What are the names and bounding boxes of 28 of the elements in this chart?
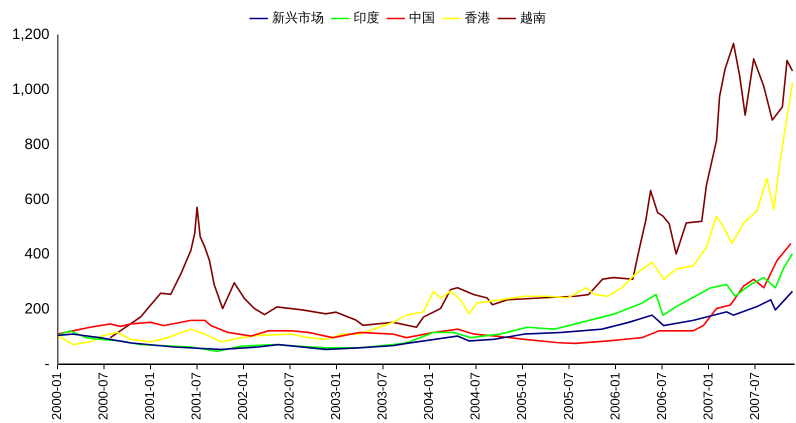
x-tick-label: 2005-07 (560, 372, 576, 420)
legend-label: 印度 (353, 10, 380, 26)
legend-label: 越南 (520, 10, 546, 26)
x-tick-label: 2007-01 (700, 372, 716, 420)
x-tick-label: 2004-07 (468, 372, 483, 420)
y-tick-label: 600 (24, 190, 50, 208)
x-tick-label: 2001-07 (188, 372, 204, 420)
x-tick-label: 2004-01 (421, 372, 436, 420)
x-tick-label: 2006-01 (607, 372, 622, 420)
x-tick-label: 2003-07 (374, 372, 390, 420)
x-tick-label: 2007-07 (746, 372, 762, 420)
x-tick-label: 2000-07 (96, 372, 111, 420)
y-tick-label: 1,000 (12, 81, 50, 98)
legend-label: 香港 (464, 10, 490, 26)
x-tick-label: 2001-01 (142, 372, 158, 420)
legend-label: 中国 (408, 10, 435, 26)
x-tick-label: 2005-01 (514, 372, 530, 420)
x-tick-label: 2006-07 (654, 372, 669, 420)
y-tick-label: 400 (24, 246, 50, 263)
x-tick-label: 2003-01 (328, 372, 344, 420)
y-tick-label: - (44, 355, 50, 372)
legend-label: 新兴市场 (272, 10, 324, 26)
y-tick-label: 200 (24, 300, 50, 318)
y-tick-label: 800 (24, 136, 50, 153)
x-tick-label: 2002-01 (235, 372, 250, 420)
x-tick-label: 2002-07 (282, 372, 297, 420)
y-tick-label: 1,200 (12, 26, 50, 44)
x-tick-label: 2000-01 (49, 372, 64, 420)
